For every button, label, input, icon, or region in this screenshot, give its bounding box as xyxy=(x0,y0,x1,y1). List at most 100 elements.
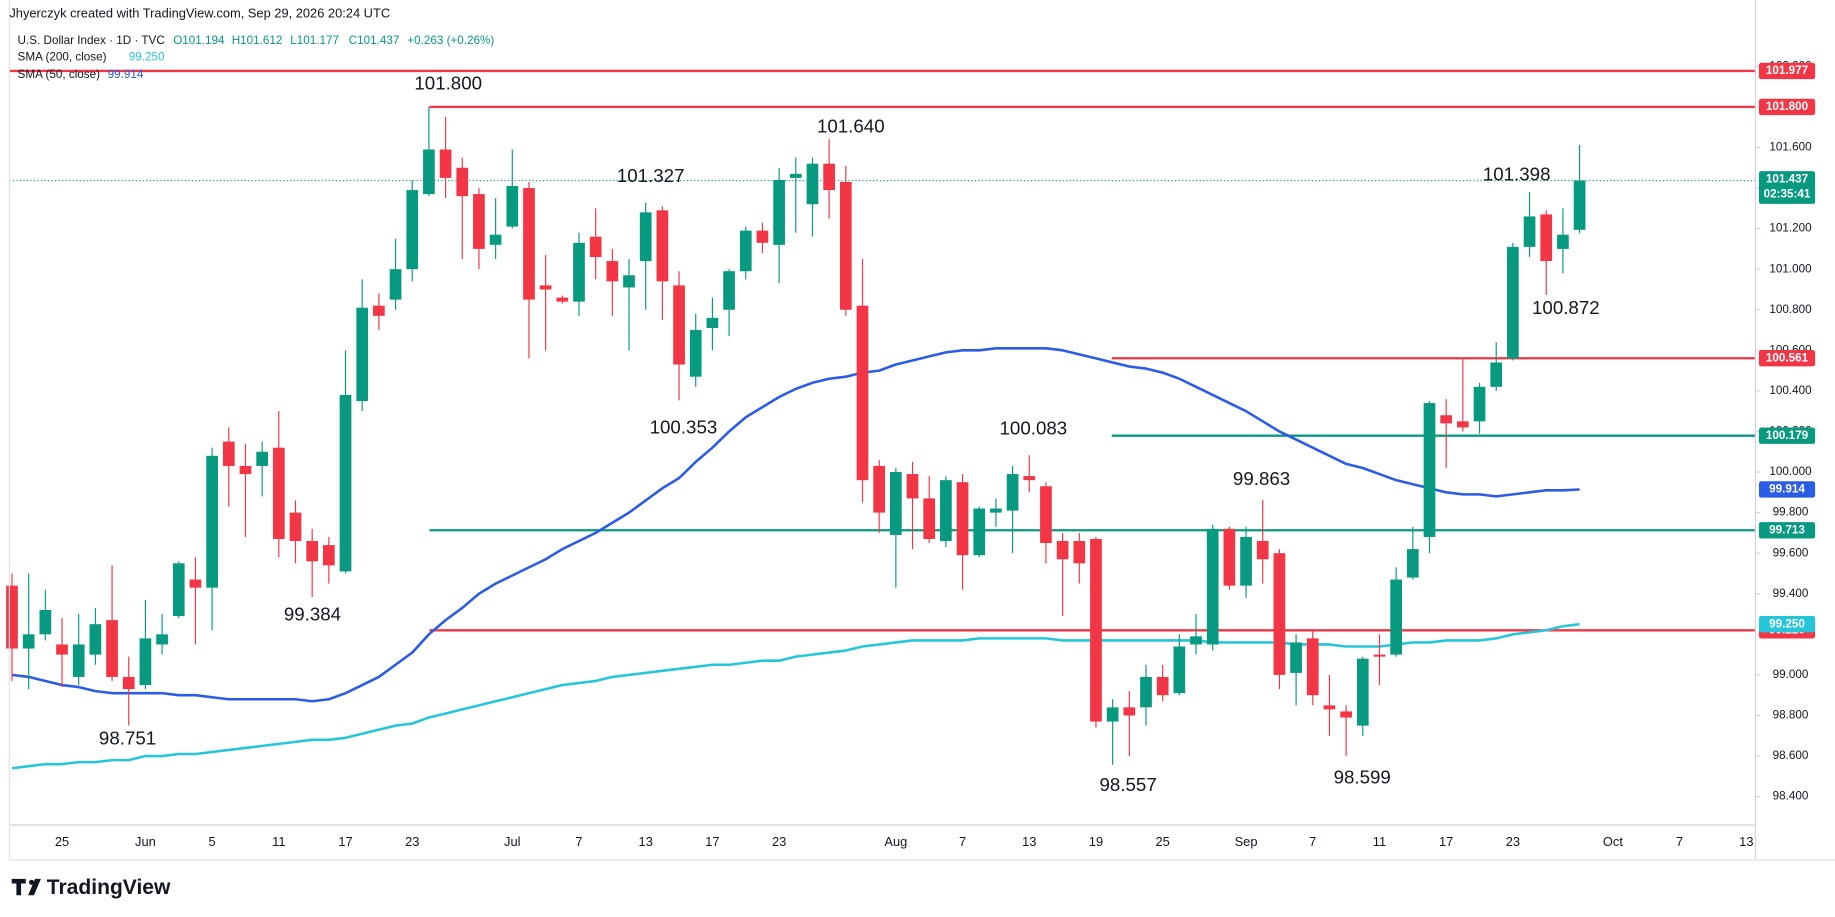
x-tick-label: 17 xyxy=(1439,834,1453,849)
level-label-box xyxy=(1758,62,1816,80)
annotation: 99.384 xyxy=(284,604,341,625)
candle-body xyxy=(1173,646,1186,694)
candle-body xyxy=(923,498,936,539)
y-tick-label: 99.400 xyxy=(1773,587,1809,600)
candle-body xyxy=(272,447,285,539)
candle-body xyxy=(473,194,485,249)
ohlc-value: H101.612 xyxy=(232,34,283,47)
x-tick-label: 17 xyxy=(705,834,719,849)
candle-body xyxy=(1256,541,1269,560)
candle-body xyxy=(189,579,202,588)
x-tick-label: 7 xyxy=(1309,834,1316,849)
y-tick-label: 98.600 xyxy=(1773,749,1809,762)
candle-body xyxy=(89,624,102,655)
candle-body xyxy=(1056,541,1069,560)
candle-body xyxy=(222,441,235,466)
candle-body xyxy=(756,230,769,243)
candle-body xyxy=(1306,638,1319,696)
candle-body xyxy=(306,541,319,562)
x-tick-label: 7 xyxy=(959,834,966,849)
annotation: 100.083 xyxy=(1000,417,1068,438)
x-tick-label: 23 xyxy=(405,834,419,849)
candle-body xyxy=(289,512,302,542)
x-tick-label: 7 xyxy=(575,834,582,849)
candle-body xyxy=(556,297,569,302)
candle-body xyxy=(1140,676,1152,708)
y-tick-label: 101.200 xyxy=(1769,222,1812,235)
candle-body xyxy=(1540,214,1553,262)
candle-body xyxy=(423,149,435,195)
candle-body xyxy=(1356,658,1369,726)
candle-body xyxy=(723,271,735,310)
level-label-box xyxy=(1758,98,1816,116)
y-tick-label: 98.800 xyxy=(1773,709,1809,722)
candle-body xyxy=(256,451,268,466)
candle-body xyxy=(1190,636,1202,645)
candle-body xyxy=(789,173,802,178)
candle-body xyxy=(689,330,702,377)
candle-body xyxy=(139,638,152,686)
candle-body xyxy=(106,620,118,677)
ohlc-value: L101.177 xyxy=(290,34,339,47)
candle-body xyxy=(6,585,18,649)
candle-body xyxy=(573,242,585,302)
candle-body xyxy=(940,480,952,542)
candle-body xyxy=(773,179,785,245)
level-label-box xyxy=(1758,427,1816,444)
x-tick-label: 11 xyxy=(1373,834,1386,849)
annotation: 101.800 xyxy=(414,73,482,94)
level-label-text: 101.977 xyxy=(1766,64,1808,77)
x-tick-label: 23 xyxy=(772,834,786,849)
candle-body xyxy=(956,482,969,556)
y-tick-label: 99.000 xyxy=(1773,668,1809,681)
candle-body xyxy=(322,545,335,566)
level-label-text: 100.179 xyxy=(1766,429,1809,442)
logo-dot xyxy=(29,879,35,885)
candle-body xyxy=(523,188,535,300)
candle-body xyxy=(1373,654,1386,657)
logo: TradingView xyxy=(11,876,171,899)
countdown-text: 02:35:41 xyxy=(1764,188,1811,201)
y-tick-label: 99.600 xyxy=(1773,546,1809,559)
candle-body xyxy=(1557,234,1569,249)
sma-label-box xyxy=(1758,615,1816,633)
sma50-value: 99.914 xyxy=(108,68,144,81)
annotation: 101.327 xyxy=(617,165,685,186)
candle-body xyxy=(806,163,819,205)
y-tick-label: 100.400 xyxy=(1769,384,1812,397)
annotation: 100.872 xyxy=(1532,297,1600,318)
annotation: 100.353 xyxy=(650,416,718,437)
candle-body xyxy=(1323,705,1336,710)
x-tick-label: Sep xyxy=(1235,834,1258,849)
x-tick-label: Jul xyxy=(504,834,520,849)
candle-body xyxy=(673,285,685,365)
sma-line xyxy=(11,347,1580,703)
x-tick-label: 13 xyxy=(1739,834,1753,849)
candle-body xyxy=(656,210,669,282)
candle-body xyxy=(239,465,252,475)
candle-body xyxy=(56,644,68,655)
candle-body xyxy=(1006,474,1019,511)
x-tick-label: 13 xyxy=(1022,834,1036,849)
candle-body xyxy=(406,190,419,270)
x-tick-label: 19 xyxy=(1089,834,1103,849)
annotation: 101.398 xyxy=(1483,164,1551,185)
candle-body xyxy=(1507,246,1519,359)
candle-body xyxy=(156,634,168,645)
ohlc-value: O101.194 xyxy=(173,34,225,47)
annotation: 98.599 xyxy=(1334,766,1391,787)
annotation: 101.640 xyxy=(817,116,885,137)
level-label-box xyxy=(1758,350,1816,367)
x-tick-label: 17 xyxy=(338,834,352,849)
candle-body xyxy=(823,163,835,191)
last-price-box xyxy=(1758,171,1816,204)
y-tick-label: 100.000 xyxy=(1769,465,1812,478)
candle-body xyxy=(339,394,352,572)
candle-body xyxy=(873,465,886,513)
x-tick-label: Jun xyxy=(135,834,156,849)
y-tick-label: 101.600 xyxy=(1769,141,1812,154)
candle-body xyxy=(539,285,552,290)
candle-body xyxy=(973,508,986,556)
